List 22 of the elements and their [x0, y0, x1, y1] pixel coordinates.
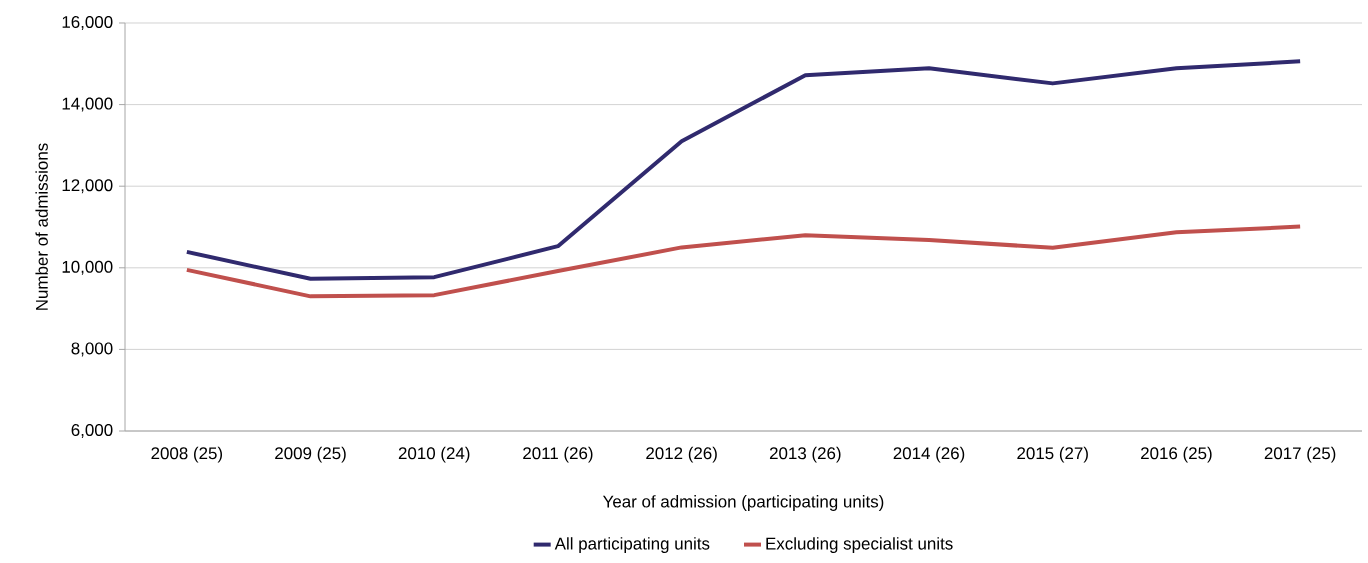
- y-tick-label: 16,000: [62, 16, 113, 30]
- x-tick-label: 2013 (26): [769, 446, 841, 463]
- x-tick-label: 2010 (24): [398, 446, 470, 463]
- y-tick-label: 8,000: [71, 342, 113, 357]
- x-tick-label: 2017 (25): [1264, 446, 1336, 463]
- x-tick-label: 2008 (25): [151, 446, 223, 463]
- x-tick-label: 2015 (27): [1017, 446, 1088, 463]
- y-axis-title: Number of admissions: [35, 143, 48, 310]
- y-tick-label: 10,000: [62, 260, 113, 275]
- x-tick-label: 2014 (26): [893, 446, 965, 463]
- x-tick-label: 2009 (25): [275, 446, 346, 463]
- x-tick-label: 2016 (25): [1141, 446, 1212, 463]
- y-tick-label: 14,000: [62, 97, 113, 112]
- x-axis-title: Year of admission (participating units): [602, 495, 884, 511]
- x-tick-label: 2011 (26): [523, 446, 593, 463]
- legend-label: Excluding specialist units: [766, 537, 953, 553]
- y-tick-label: 6,000: [71, 424, 113, 438]
- line-series: [184, 224, 1303, 299]
- y-tick-label: 12,000: [62, 179, 113, 194]
- x-tick-label: 2012 (26): [646, 446, 717, 463]
- legend-label: All participating units: [554, 537, 710, 553]
- line-series: [184, 59, 1303, 281]
